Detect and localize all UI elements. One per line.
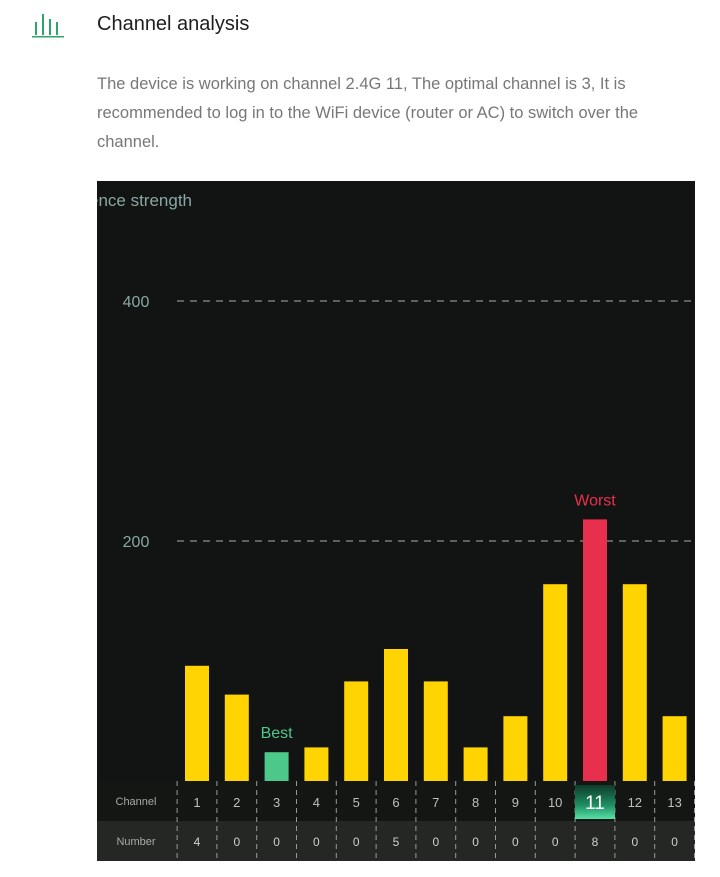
number-cell-8: 0 (472, 835, 479, 849)
y-tick-label: 400 (123, 294, 150, 311)
y-tick-label: 200 (123, 534, 150, 551)
number-cell-9: 0 (512, 835, 519, 849)
number-cell-10: 0 (552, 835, 559, 849)
number-cell-11: 8 (592, 835, 599, 849)
bar-channel-5 (344, 681, 369, 781)
channel-tick-1: 1 (193, 795, 200, 810)
channel-row-label: Channel (116, 796, 157, 808)
number-cell-2: 0 (233, 835, 240, 849)
bar-channel-3 (264, 752, 289, 781)
section-header: Channel analysis (32, 10, 692, 40)
channel-tick-5: 5 (353, 795, 360, 810)
number-row-bg (97, 821, 695, 861)
signal-bars-icon (32, 14, 64, 38)
number-cell-6: 5 (393, 835, 400, 849)
y-axis-title: ence strength (97, 191, 193, 210)
bar-channel-2 (224, 694, 249, 781)
number-cell-1: 4 (194, 835, 201, 849)
number-cell-12: 0 (631, 835, 638, 849)
number-cell-4: 0 (313, 835, 320, 849)
bar-channel-6 (384, 649, 408, 781)
channel-tick-10: 10 (548, 795, 562, 810)
bar-channel-10 (543, 584, 568, 781)
current-channel-highlight (575, 785, 615, 819)
worst-label: Worst (574, 492, 616, 509)
bar-channel-1 (185, 665, 209, 781)
bar-channel-13 (662, 716, 687, 781)
channel-tick-9: 9 (512, 795, 519, 810)
best-label: Best (261, 725, 294, 742)
number-row-label: Number (116, 836, 155, 848)
channel-description: The device is working on channel 2.4G 11… (97, 75, 639, 151)
channel-chart: 200 400 Channel Number 1 4 2 0 3 0 Best 4 0 5 0 6 5 7 0 8 0 9… (97, 181, 695, 861)
channel-tick-3: 3 (273, 795, 280, 810)
channel-tick-2: 2 (233, 795, 240, 810)
bar-channel-7 (423, 681, 448, 781)
section-title: Channel analysis (97, 13, 250, 35)
channel-tick-12: 12 (628, 795, 642, 810)
bar-channel-8 (463, 747, 488, 781)
bar-channel-11 (583, 519, 607, 781)
number-cell-5: 0 (353, 835, 360, 849)
channel-tick-13: 13 (667, 795, 681, 810)
bar-channel-9 (503, 716, 528, 781)
channel-tick-7: 7 (432, 795, 439, 810)
number-cell-7: 0 (432, 835, 439, 849)
bar-channel-12 (622, 584, 647, 781)
bar-channel-4 (304, 747, 329, 781)
channel-tick-6: 6 (392, 795, 399, 810)
number-cell-3: 0 (273, 835, 280, 849)
channel-tick-8: 8 (472, 795, 479, 810)
channel-tick-11: 11 (585, 793, 605, 814)
number-cell-13: 0 (671, 835, 678, 849)
chart-canvas: 200 400 Channel Number 1 4 2 0 3 0 Best 4 0 5 0 6 5 7 0 8 0 9… (97, 294, 695, 861)
channel-tick-4: 4 (313, 795, 320, 810)
